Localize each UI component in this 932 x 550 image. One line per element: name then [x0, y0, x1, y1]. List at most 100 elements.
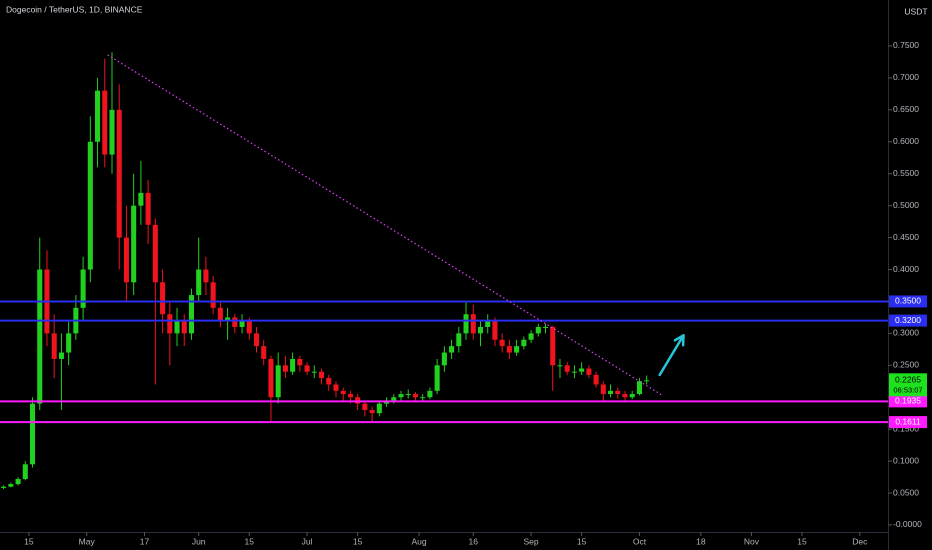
candle-body [261, 346, 267, 359]
candle-body [362, 403, 368, 411]
candle-body [8, 484, 14, 487]
x-tick-label: Jul [302, 536, 313, 546]
candle-body [145, 192, 151, 225]
candle-body [477, 326, 484, 334]
x-tick-label: Aug [412, 536, 427, 546]
candle-body [174, 320, 180, 334]
candle-body [246, 320, 252, 334]
candle-body [333, 384, 339, 391]
y-tick-label: 0.4000 [893, 264, 919, 274]
candle-body [109, 109, 115, 155]
candle-body [449, 346, 455, 353]
candle-body [290, 358, 296, 372]
y-tick-label: 0.6000 [893, 136, 919, 146]
candle-body [326, 378, 332, 385]
level-label: 0.3200 [895, 315, 921, 325]
x-tick-label: 15 [353, 536, 363, 546]
arrow [658, 334, 685, 377]
candle-body [239, 320, 245, 327]
candle-body [319, 371, 325, 379]
candle-body [506, 346, 512, 353]
candle-body [528, 333, 534, 340]
candle-body [571, 371, 577, 373]
last-price-label: 0.2265 [895, 375, 921, 385]
candle-body [340, 390, 346, 395]
candle-body [152, 224, 158, 283]
y-tick-label: 0.6500 [893, 104, 919, 114]
candle-body [579, 368, 585, 372]
candle-body [427, 390, 433, 398]
y-tick-label: 0.1000 [893, 455, 919, 465]
candle-body [167, 314, 173, 334]
candle-body [15, 478, 21, 485]
candle-body [470, 314, 476, 334]
y-tick-label: 0.7000 [893, 72, 919, 82]
level-label: 0.1935 [895, 396, 921, 406]
y-tick-label: 0.0500 [893, 487, 919, 497]
candle-body [557, 365, 563, 367]
candle-body [160, 282, 166, 315]
candle-body [123, 237, 129, 283]
level-label: 0.3500 [895, 296, 921, 306]
candle-body [311, 371, 317, 373]
candle-body [376, 403, 382, 414]
candle-body [297, 358, 303, 366]
candle-body [535, 326, 541, 334]
y-tick-label: 0.5500 [893, 168, 919, 178]
candle-body [217, 307, 223, 321]
candle-body [203, 269, 209, 283]
candle-body [629, 394, 635, 398]
x-tick-label: Jun [192, 536, 206, 546]
level-label-box [889, 314, 927, 327]
level-label-box [889, 295, 927, 308]
y-tick-label: 0.1500 [893, 423, 919, 433]
y-tick-label: 0.2500 [893, 360, 919, 370]
candle-body [593, 374, 599, 385]
x-tick-label: 15 [245, 536, 255, 546]
candle-body [492, 320, 498, 340]
candle-body [644, 380, 650, 382]
candle-body [87, 141, 93, 270]
last-price-box [889, 373, 927, 397]
y-tick-label: 0.7500 [893, 40, 919, 50]
candle-body [275, 365, 281, 398]
level-label-box [889, 416, 927, 429]
candle-body [347, 394, 353, 398]
x-tick-label: 18 [696, 536, 706, 546]
candle-body [608, 390, 614, 395]
x-tick-label: 17 [140, 536, 150, 546]
candle-body [456, 333, 462, 347]
currency: USDT [904, 6, 927, 16]
candle-body [268, 358, 274, 398]
candle-body [131, 205, 137, 283]
candle-body [29, 403, 36, 465]
candle-body [80, 269, 86, 308]
candle-body [441, 352, 447, 366]
candle-body [102, 90, 108, 155]
candle-body [499, 339, 505, 347]
candle-body [1, 486, 7, 488]
candle-body [586, 368, 592, 375]
x-tick-label: 16 [469, 536, 479, 546]
candle-body [600, 384, 606, 395]
candle-body [615, 390, 621, 395]
candle-body [22, 464, 28, 479]
candle-body [521, 339, 527, 347]
candle-body [181, 320, 187, 334]
x-tick-label: 15 [797, 536, 807, 546]
candle-body [95, 90, 101, 142]
candle-body [405, 394, 411, 396]
level-label: 0.1611 [895, 416, 921, 426]
candle-body [58, 352, 64, 359]
x-tick-label: Nov [744, 536, 760, 546]
candle-body [210, 282, 216, 308]
candle-body [66, 333, 72, 353]
candle-body [542, 326, 549, 328]
candle-body [253, 333, 260, 347]
candle-body [391, 397, 397, 401]
level-label-box [889, 395, 927, 408]
trendline [107, 54, 663, 396]
y-tick-label: -0.0000 [893, 519, 922, 529]
candle-body [398, 394, 404, 398]
